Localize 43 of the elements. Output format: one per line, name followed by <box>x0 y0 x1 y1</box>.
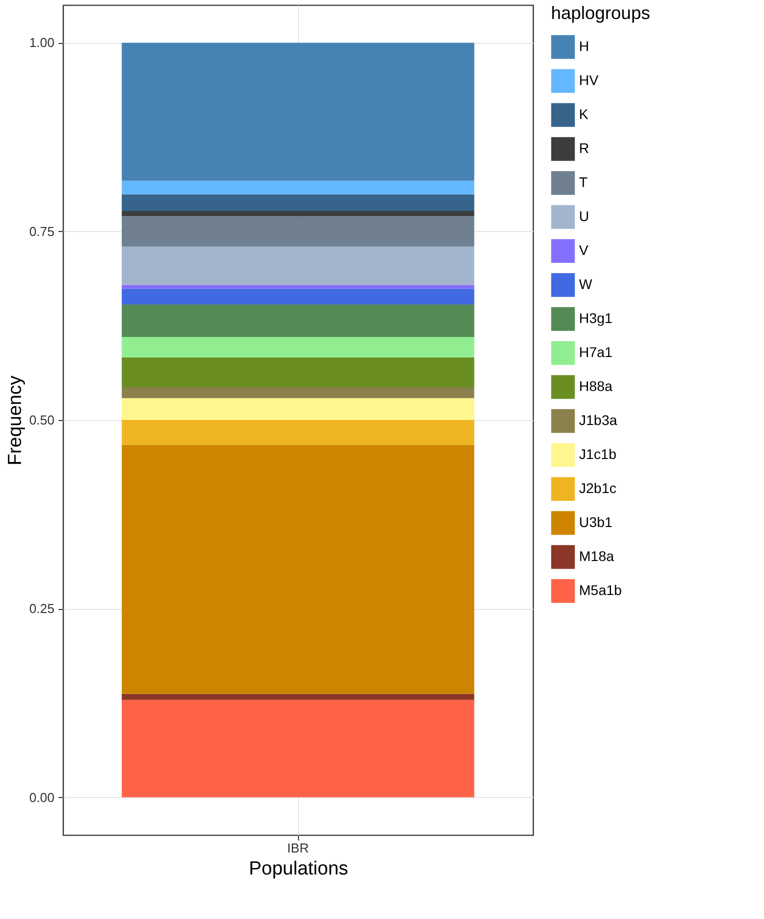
bar <box>122 194 474 211</box>
legend-label: J2b1c <box>579 480 616 496</box>
y-tick-label: 0.75 <box>29 224 54 239</box>
y-tick-label: 0.00 <box>29 790 54 805</box>
bar <box>122 337 474 358</box>
legend-label: H88a <box>579 378 613 394</box>
bar <box>122 246 474 285</box>
legend-label: H7a1 <box>579 344 613 360</box>
legend-label: H <box>579 38 590 54</box>
bar <box>122 694 474 700</box>
legend-title: haplogroups <box>551 3 650 23</box>
bar <box>122 288 474 305</box>
bar <box>122 420 474 445</box>
x-axis-title: Populations <box>248 858 348 880</box>
legend-label: R <box>579 140 590 156</box>
y-axis-title: Frequency <box>5 375 26 466</box>
y-tick-label: 0.25 <box>29 601 54 616</box>
bar <box>122 388 474 398</box>
legend-label: U3b1 <box>579 514 613 530</box>
legend-label: HV <box>579 72 600 88</box>
y-tick-label: 0.50 <box>29 412 54 428</box>
legend-label: T <box>579 174 588 190</box>
x-tick-label: IBR <box>287 840 309 856</box>
legend-label: M18a <box>579 548 614 564</box>
legend-label: W <box>579 276 593 292</box>
bar <box>122 398 474 420</box>
legend-label: J1b3a <box>579 412 618 428</box>
bar <box>122 42 474 181</box>
bar <box>122 284 474 289</box>
legend-label: U <box>579 208 590 224</box>
legend-label: K <box>579 106 589 122</box>
bar <box>122 444 474 694</box>
legend-label: M5a1b <box>579 582 622 598</box>
bar <box>122 357 474 388</box>
y-tick-label: 1.00 <box>29 35 54 50</box>
bar <box>122 304 474 337</box>
legend-label: H3g1 <box>579 310 613 326</box>
bar <box>122 180 474 194</box>
bar <box>122 700 474 798</box>
legend-label: J1c1b <box>579 446 617 462</box>
bar <box>122 216 474 246</box>
legend-label: V <box>579 242 589 258</box>
bar <box>122 210 474 216</box>
